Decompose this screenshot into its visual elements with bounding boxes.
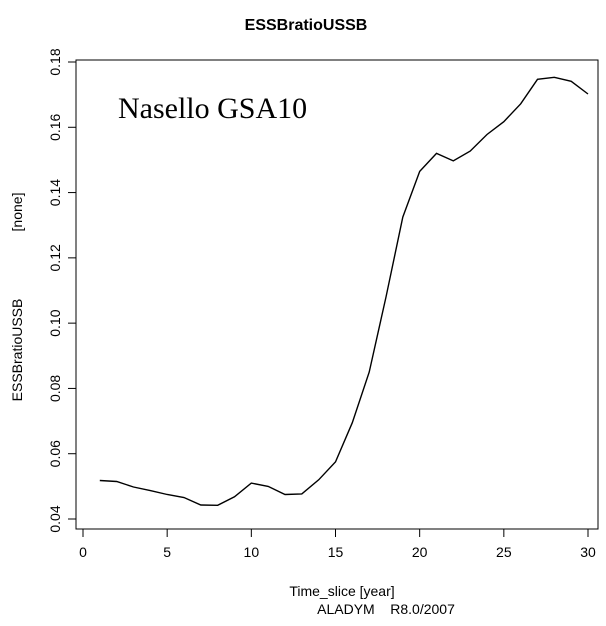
x-tick-label: 30 — [580, 544, 596, 560]
x-tick-label: 15 — [328, 544, 344, 560]
y-tick-label: 0.16 — [47, 113, 63, 140]
y-tick-label: 0.04 — [47, 505, 63, 532]
credit-text: ALADYM R8.0/2007 — [317, 601, 455, 617]
chart-title: ESSBratioUSSB — [245, 17, 368, 34]
y-tick-label: 0.12 — [47, 244, 63, 271]
x-tick-label: 10 — [244, 544, 260, 560]
y-tick-label: 0.10 — [47, 309, 63, 336]
x-tick-label: 20 — [412, 544, 428, 560]
y-tick-label: 0.18 — [47, 48, 63, 75]
x-tick-label: 0 — [79, 544, 87, 560]
y-tick-label: 0.08 — [47, 375, 63, 402]
x-tick-label: 25 — [496, 544, 512, 560]
x-tick-label: 5 — [163, 544, 171, 560]
y-axis-label: ESSBratioUSSB — [9, 299, 25, 402]
series-line — [99, 76, 589, 507]
y-tick-label: 0.06 — [47, 440, 63, 467]
plot-area-frame — [75, 59, 599, 530]
y-tick-label: 0.14 — [47, 179, 63, 206]
chart-annotation: Nasello GSA10 — [118, 92, 307, 125]
y-axis-unit: [none] — [9, 193, 25, 232]
x-axis: 0 5 10 15 20 25 30 — [79, 529, 596, 560]
x-axis-label: Time_slice [year] — [289, 583, 394, 599]
y-axis: 0.04 0.06 0.08 0.10 0.12 0.14 0.16 0.18 — [47, 48, 76, 533]
